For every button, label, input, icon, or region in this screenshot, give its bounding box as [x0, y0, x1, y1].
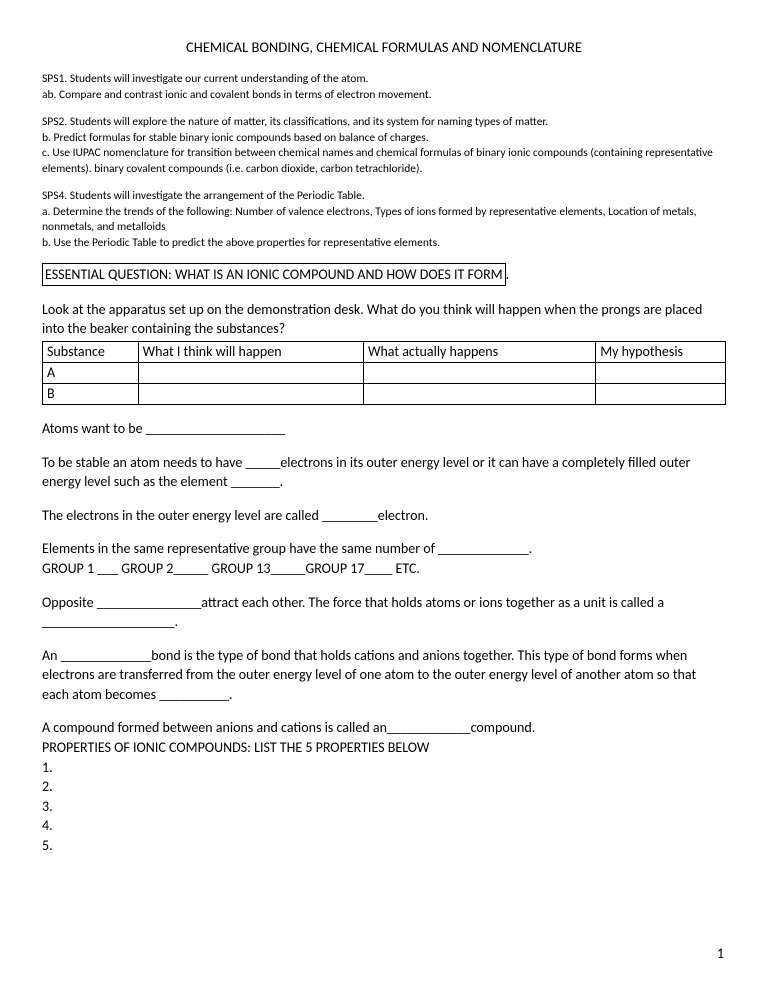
table-cell [138, 383, 363, 404]
para-compound-block: A compound formed between anions and cat… [42, 718, 726, 855]
table-cell [596, 362, 726, 383]
table-cell-b: B [43, 383, 139, 404]
observation-table: Substance What I think will happen What … [42, 341, 726, 405]
para-bond: An _____________bond is the type of bond… [42, 646, 726, 705]
list-item-3: 3. [42, 797, 726, 817]
list-item-4: 4. [42, 816, 726, 836]
para-properties: PROPERTIES OF IONIC COMPOUNDS: LIST THE … [42, 738, 726, 758]
essential-question-row: ESSENTIAL QUESTION: WHAT IS AN IONIC COM… [42, 263, 726, 286]
para-compound: A compound formed between anions and cat… [42, 718, 726, 738]
table-cell [596, 383, 726, 404]
table-row: Substance What I think will happen What … [43, 341, 726, 362]
sps1-line1: SPS1. Students will investigate our curr… [42, 72, 726, 88]
table-cell [363, 383, 595, 404]
apparatus-intro: Look at the apparatus set up on the demo… [42, 300, 726, 339]
table-cell [138, 362, 363, 383]
table-header-think: What I think will happen [138, 341, 363, 362]
list-item-5: 5. [42, 836, 726, 856]
list-item-2: 2. [42, 777, 726, 797]
essential-question: ESSENTIAL QUESTION: WHAT IS AN IONIC COM… [42, 263, 506, 286]
para-groups-line1: Elements in the same representative grou… [42, 539, 726, 559]
page: CHEMICAL BONDING, CHEMICAL FORMULAS AND … [0, 0, 768, 994]
para-groups-line2: GROUP 1 ___ GROUP 2_____ GROUP 13_____GR… [42, 559, 726, 579]
essential-period: . [506, 266, 510, 283]
list-item-1: 1. [42, 758, 726, 778]
sps2-line1: SPS2. Students will explore the nature o… [42, 115, 726, 131]
sps4-line2: a. Determine the trends of the following… [42, 205, 726, 236]
sps4-line1: SPS4. Students will investigate the arra… [42, 189, 726, 205]
para-atoms: Atoms want to be ____________________ [42, 419, 726, 439]
table-row: B [43, 383, 726, 404]
table-row: A [43, 362, 726, 383]
sps2-line3: c. Use IUPAC nomenclature for transition… [42, 146, 726, 177]
table-cell [363, 362, 595, 383]
sps1-block: SPS1. Students will investigate our curr… [42, 72, 726, 103]
page-number: 1 [717, 945, 724, 962]
table-cell-a: A [43, 362, 139, 383]
para-opposite: Opposite _______________attract each oth… [42, 593, 726, 632]
para-outer: The electrons in the outer energy level … [42, 506, 726, 526]
para-stable: To be stable an atom needs to have _____… [42, 453, 726, 492]
table-header-hypothesis: My hypothesis [596, 341, 726, 362]
page-title: CHEMICAL BONDING, CHEMICAL FORMULAS AND … [42, 38, 726, 56]
sps4-line3: b. Use the Periodic Table to predict the… [42, 236, 726, 252]
table-header-substance: Substance [43, 341, 139, 362]
table-header-actual: What actually happens [363, 341, 595, 362]
para-groups: Elements in the same representative grou… [42, 539, 726, 578]
sps2-line2: b. Predict formulas for stable binary io… [42, 131, 726, 147]
sps4-block: SPS4. Students will investigate the arra… [42, 189, 726, 251]
sps1-line2: ab. Compare and contrast ionic and coval… [42, 88, 726, 104]
sps2-block: SPS2. Students will explore the nature o… [42, 115, 726, 177]
